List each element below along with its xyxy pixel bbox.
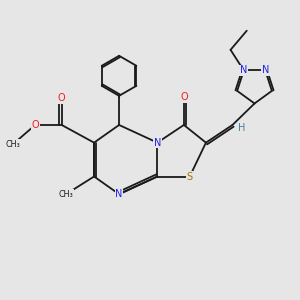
Text: N: N — [154, 138, 161, 148]
Text: S: S — [187, 172, 193, 182]
Text: N: N — [116, 189, 123, 199]
Text: H: H — [238, 123, 245, 133]
Text: CH₃: CH₃ — [59, 190, 74, 199]
Text: O: O — [32, 120, 39, 130]
Text: O: O — [180, 92, 188, 102]
Text: O: O — [58, 94, 65, 103]
Text: CH₃: CH₃ — [6, 140, 20, 148]
Text: N: N — [262, 65, 269, 76]
Text: N: N — [240, 65, 247, 76]
